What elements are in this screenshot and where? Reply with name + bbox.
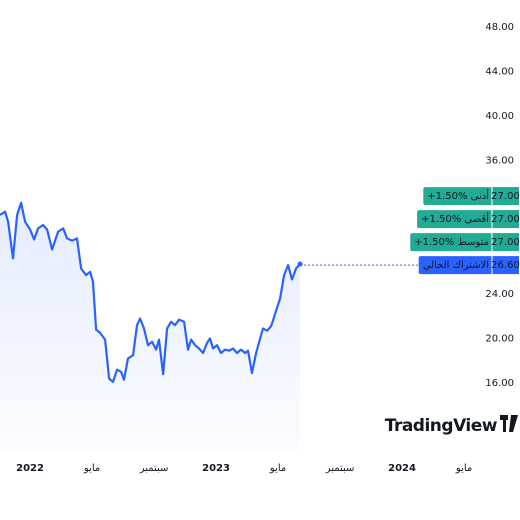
x-tick-label: مايو: [455, 463, 472, 474]
x-tick-label: مايو: [83, 463, 100, 474]
y-tick-label: 44.00: [485, 67, 514, 78]
watermark: TradingView: [385, 416, 498, 436]
price-text: متوسط ‎+1.50%: [414, 237, 489, 248]
x-tick-label: 2023: [202, 463, 230, 474]
line: [0, 201, 301, 383]
x-tick-label: 2024: [388, 463, 416, 474]
price-label-box: [417, 210, 492, 229]
price-text: أقصى ‎+1.50%: [421, 212, 489, 225]
price-value: 27.00: [491, 237, 520, 248]
logo: [500, 415, 518, 432]
price-text: الاشتراك الحالي: [423, 260, 489, 271]
x-tick-label: سبتمبر: [325, 463, 355, 474]
price-text: أدنى ‎+1.50%: [427, 189, 489, 202]
price-value-box: [492, 233, 519, 252]
price-value: 27.00: [491, 191, 520, 202]
price-label-box: [418, 256, 492, 275]
y-tick-label: 48.00: [485, 22, 514, 33]
x-tick-label: مايو: [269, 463, 286, 474]
price-value-box: [492, 256, 519, 275]
x-tick-label: 2022: [16, 463, 44, 474]
price-value: 27.00: [491, 214, 520, 225]
price-label-box: [410, 233, 492, 252]
x-tick-label: سبتمبر: [139, 463, 169, 474]
price-label-box: [423, 187, 492, 206]
price-value-box: [492, 187, 519, 206]
y-tick-label: 36.00: [485, 156, 514, 167]
area: [0, 202, 301, 450]
y-tick-label: 24.00: [485, 289, 514, 300]
y-tick-label: 20.00: [485, 334, 514, 345]
price-value: 26.60: [491, 260, 520, 271]
price-value-box: [492, 210, 519, 229]
y-tick-label: 40.00: [485, 111, 514, 122]
last-point: [297, 261, 303, 267]
y-tick-label: 16.00: [485, 378, 514, 389]
